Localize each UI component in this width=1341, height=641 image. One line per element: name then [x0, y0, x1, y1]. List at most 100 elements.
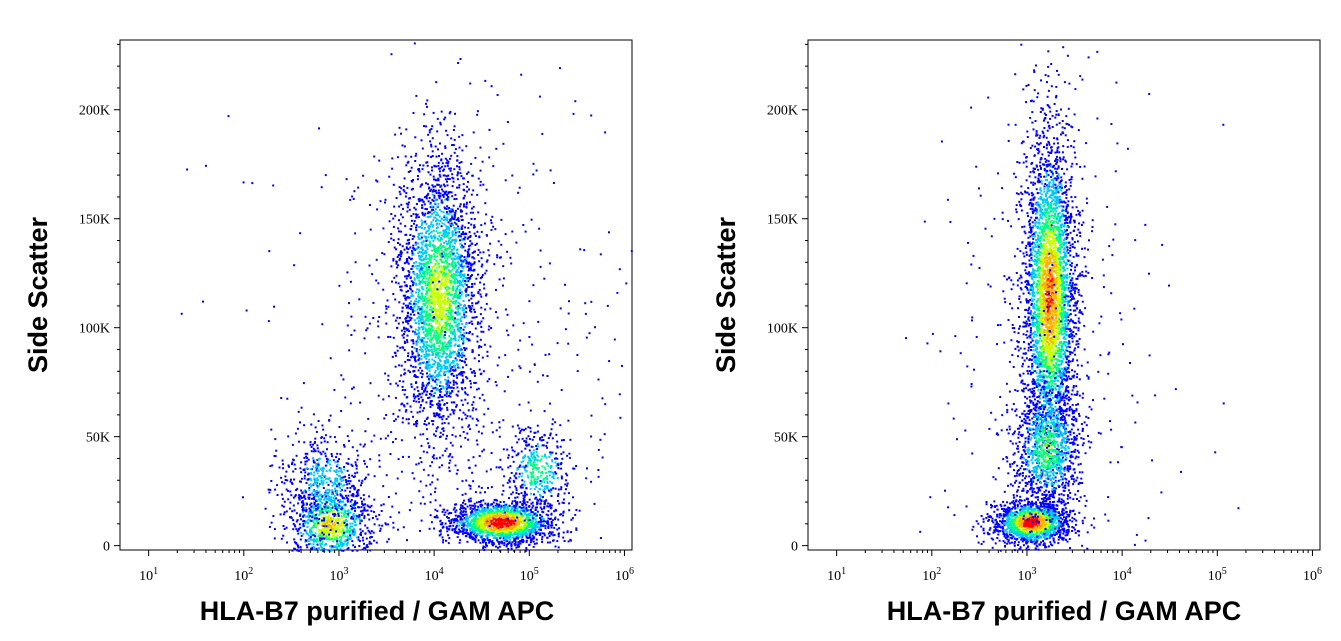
- event-dot: [305, 460, 308, 463]
- event-dot: [454, 231, 457, 234]
- event-dot: [315, 481, 317, 484]
- event-dot: [432, 352, 434, 355]
- event-dot: [435, 427, 438, 430]
- event-dot: [435, 165, 438, 168]
- event-dot: [427, 353, 430, 356]
- event-dot: [352, 514, 355, 517]
- event-dot: [446, 384, 449, 387]
- event-dot: [422, 300, 425, 302]
- event-dot: [405, 277, 408, 280]
- event-dot: [449, 453, 452, 455]
- event-dot: [452, 224, 454, 227]
- event-dot: [470, 264, 473, 267]
- event-dot: [415, 291, 418, 294]
- event-dot: [356, 549, 359, 552]
- event-dot: [319, 451, 322, 454]
- event-dot: [437, 351, 440, 354]
- event-dot: [457, 225, 460, 228]
- event-dot: [460, 399, 463, 402]
- event-dot: [361, 479, 364, 482]
- event-dot: [354, 463, 357, 466]
- event-dot: [476, 230, 479, 233]
- event-dot: [452, 326, 455, 329]
- event-dot: [326, 526, 329, 528]
- event-dot: [308, 489, 311, 492]
- event-dot: [363, 517, 366, 519]
- event-dot: [411, 290, 414, 293]
- event-dot: [448, 212, 451, 215]
- event-dot: [491, 431, 494, 434]
- event-dot: [455, 306, 458, 309]
- event-dot: [438, 351, 441, 354]
- event-dot: [460, 259, 463, 262]
- event-dot: [406, 311, 409, 314]
- event-dot: [471, 403, 474, 406]
- event-dot: [465, 290, 468, 293]
- event-dot: [406, 320, 409, 323]
- event-dot: [310, 471, 313, 474]
- event-dot: [439, 258, 442, 261]
- event-dot: [494, 504, 497, 507]
- event-dot: [418, 317, 421, 320]
- event-dot: [420, 314, 423, 317]
- event-dot: [451, 390, 454, 392]
- event-dot: [302, 382, 305, 385]
- event-dot: [302, 523, 305, 526]
- event-dot: [402, 321, 404, 324]
- event-dot: [311, 539, 314, 542]
- event-dot: [423, 407, 425, 410]
- event-dot: [444, 165, 447, 168]
- event-dot: [477, 354, 480, 357]
- event-dot: [469, 382, 472, 385]
- event-dot: [316, 486, 319, 489]
- event-dot: [303, 468, 306, 471]
- event-dot: [323, 512, 326, 515]
- event-dot: [444, 147, 447, 149]
- event-dot: [326, 527, 328, 530]
- event-dot: [352, 476, 355, 478]
- event-dot: [460, 255, 463, 257]
- event-dot: [445, 392, 448, 395]
- event-dot: [415, 463, 418, 466]
- event-dot: [437, 189, 440, 192]
- event-dot: [432, 296, 435, 299]
- event-dot: [479, 281, 482, 284]
- event-dot: [487, 328, 490, 331]
- event-dot: [474, 327, 477, 330]
- event-dot: [397, 264, 400, 267]
- event-dot: [459, 172, 462, 175]
- event-dot: [511, 502, 513, 505]
- event-dot: [412, 395, 415, 398]
- event-dot: [426, 269, 429, 272]
- event-dot: [437, 273, 440, 276]
- event-dot: [440, 307, 443, 310]
- event-dot: [462, 259, 465, 262]
- event-dot: [334, 507, 337, 510]
- event-dot: [480, 330, 483, 333]
- event-dot: [411, 294, 414, 297]
- event-dot: [412, 339, 414, 342]
- event-dot: [418, 322, 420, 325]
- event-dot: [456, 248, 459, 251]
- event-dot: [463, 203, 465, 206]
- event-dot: [427, 233, 430, 236]
- event-dot: [316, 499, 319, 502]
- event-dot: [297, 532, 300, 535]
- event-dot: [337, 512, 340, 515]
- event-dot: [383, 417, 386, 420]
- event-dot: [343, 504, 346, 507]
- event-dot: [424, 334, 427, 337]
- event-dot: [337, 517, 340, 520]
- event-dot: [422, 270, 425, 273]
- event-dot: [453, 239, 456, 241]
- event-dot: [455, 290, 457, 293]
- event-dot: [351, 540, 354, 543]
- event-dot: [425, 263, 428, 266]
- event-dot: [441, 238, 444, 241]
- event-dot: [396, 316, 399, 319]
- event-dot: [461, 224, 464, 227]
- event-dot: [413, 222, 415, 225]
- event-dot: [484, 502, 487, 505]
- event-dot: [449, 395, 452, 398]
- event-dot: [424, 275, 427, 278]
